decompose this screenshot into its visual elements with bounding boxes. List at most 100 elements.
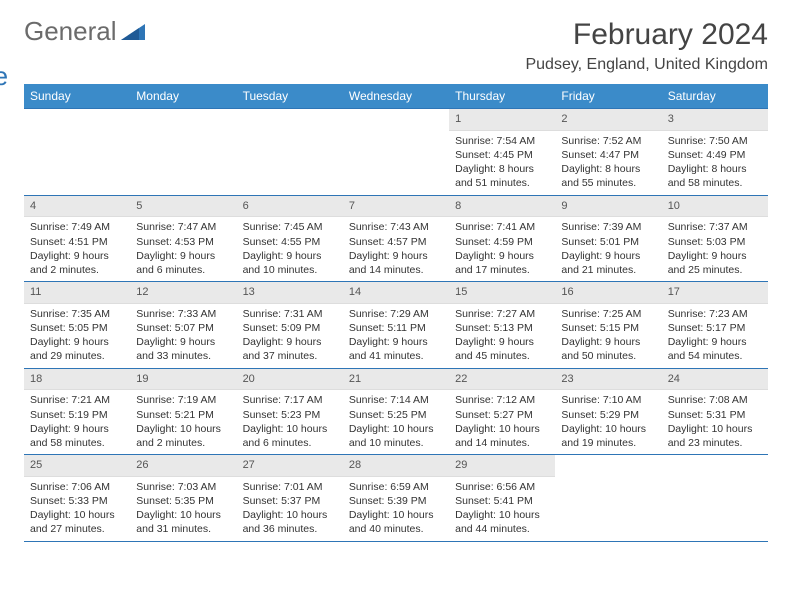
weekday-header: Saturday [662, 84, 768, 109]
day-details: Sunrise: 7:52 AMSunset: 4:47 PMDaylight:… [555, 131, 661, 195]
calendar-day-cell: 15Sunrise: 7:27 AMSunset: 5:13 PMDayligh… [449, 282, 555, 369]
calendar-day-cell: 26Sunrise: 7:03 AMSunset: 5:35 PMDayligh… [130, 455, 236, 542]
calendar-day-cell [237, 109, 343, 196]
logo: General Blue [24, 18, 149, 71]
day-number: 22 [449, 369, 555, 391]
calendar-day-cell: 19Sunrise: 7:19 AMSunset: 5:21 PMDayligh… [130, 368, 236, 455]
day-number: 16 [555, 282, 661, 304]
header: General Blue February 2024 Pudsey, Engla… [24, 18, 768, 74]
day-details: Sunrise: 7:17 AMSunset: 5:23 PMDaylight:… [237, 390, 343, 454]
day-number: 12 [130, 282, 236, 304]
day-number: 2 [555, 109, 661, 131]
location-label: Pudsey, England, United Kingdom [525, 56, 768, 74]
day-details: Sunrise: 7:35 AMSunset: 5:05 PMDaylight:… [24, 304, 130, 368]
calendar-day-cell: 10Sunrise: 7:37 AMSunset: 5:03 PMDayligh… [662, 195, 768, 282]
day-details: Sunrise: 7:33 AMSunset: 5:07 PMDaylight:… [130, 304, 236, 368]
calendar-day-cell: 12Sunrise: 7:33 AMSunset: 5:07 PMDayligh… [130, 282, 236, 369]
day-number: 25 [24, 455, 130, 477]
day-number: 9 [555, 196, 661, 218]
day-details: Sunrise: 7:10 AMSunset: 5:29 PMDaylight:… [555, 390, 661, 454]
day-number: 19 [130, 369, 236, 391]
calendar-day-cell: 1Sunrise: 7:54 AMSunset: 4:45 PMDaylight… [449, 109, 555, 196]
day-number: 20 [237, 369, 343, 391]
day-details: Sunrise: 7:27 AMSunset: 5:13 PMDaylight:… [449, 304, 555, 368]
day-number: 24 [662, 369, 768, 391]
day-details: Sunrise: 7:45 AMSunset: 4:55 PMDaylight:… [237, 217, 343, 281]
day-number: 1 [449, 109, 555, 131]
calendar-day-cell: 25Sunrise: 7:06 AMSunset: 5:33 PMDayligh… [24, 455, 130, 542]
calendar-day-cell: 3Sunrise: 7:50 AMSunset: 4:49 PMDaylight… [662, 109, 768, 196]
day-details: Sunrise: 7:39 AMSunset: 5:01 PMDaylight:… [555, 217, 661, 281]
day-details: Sunrise: 7:54 AMSunset: 4:45 PMDaylight:… [449, 131, 555, 195]
day-details: Sunrise: 7:21 AMSunset: 5:19 PMDaylight:… [24, 390, 130, 454]
day-number: 18 [24, 369, 130, 391]
calendar-day-cell [555, 455, 661, 542]
day-number: 17 [662, 282, 768, 304]
day-details: Sunrise: 7:08 AMSunset: 5:31 PMDaylight:… [662, 390, 768, 454]
day-number: 7 [343, 196, 449, 218]
calendar-day-cell: 22Sunrise: 7:12 AMSunset: 5:27 PMDayligh… [449, 368, 555, 455]
day-details: Sunrise: 7:19 AMSunset: 5:21 PMDaylight:… [130, 390, 236, 454]
calendar-week-row: 25Sunrise: 7:06 AMSunset: 5:33 PMDayligh… [24, 455, 768, 542]
calendar-day-cell: 24Sunrise: 7:08 AMSunset: 5:31 PMDayligh… [662, 368, 768, 455]
day-details: Sunrise: 7:06 AMSunset: 5:33 PMDaylight:… [24, 477, 130, 541]
day-details: Sunrise: 7:29 AMSunset: 5:11 PMDaylight:… [343, 304, 449, 368]
day-details: Sunrise: 7:23 AMSunset: 5:17 PMDaylight:… [662, 304, 768, 368]
day-number: 27 [237, 455, 343, 477]
day-details: Sunrise: 7:37 AMSunset: 5:03 PMDaylight:… [662, 217, 768, 281]
calendar-day-cell: 6Sunrise: 7:45 AMSunset: 4:55 PMDaylight… [237, 195, 343, 282]
day-details: Sunrise: 7:01 AMSunset: 5:37 PMDaylight:… [237, 477, 343, 541]
calendar-day-cell: 21Sunrise: 7:14 AMSunset: 5:25 PMDayligh… [343, 368, 449, 455]
day-details: Sunrise: 7:25 AMSunset: 5:15 PMDaylight:… [555, 304, 661, 368]
calendar-week-row: 11Sunrise: 7:35 AMSunset: 5:05 PMDayligh… [24, 282, 768, 369]
calendar-day-cell: 2Sunrise: 7:52 AMSunset: 4:47 PMDaylight… [555, 109, 661, 196]
calendar-table: SundayMondayTuesdayWednesdayThursdayFrid… [24, 84, 768, 542]
day-details: Sunrise: 6:56 AMSunset: 5:41 PMDaylight:… [449, 477, 555, 541]
calendar-day-cell: 29Sunrise: 6:56 AMSunset: 5:41 PMDayligh… [449, 455, 555, 542]
weekday-header: Thursday [449, 84, 555, 109]
day-details: Sunrise: 7:47 AMSunset: 4:53 PMDaylight:… [130, 217, 236, 281]
day-number: 26 [130, 455, 236, 477]
day-details: Sunrise: 7:50 AMSunset: 4:49 PMDaylight:… [662, 131, 768, 195]
calendar-day-cell: 13Sunrise: 7:31 AMSunset: 5:09 PMDayligh… [237, 282, 343, 369]
weekday-header: Monday [130, 84, 236, 109]
month-title: February 2024 [525, 18, 768, 52]
day-number: 6 [237, 196, 343, 218]
calendar-day-cell: 4Sunrise: 7:49 AMSunset: 4:51 PMDaylight… [24, 195, 130, 282]
calendar-week-row: 18Sunrise: 7:21 AMSunset: 5:19 PMDayligh… [24, 368, 768, 455]
day-number: 23 [555, 369, 661, 391]
calendar-day-cell: 5Sunrise: 7:47 AMSunset: 4:53 PMDaylight… [130, 195, 236, 282]
calendar-day-cell: 16Sunrise: 7:25 AMSunset: 5:15 PMDayligh… [555, 282, 661, 369]
day-details: Sunrise: 6:59 AMSunset: 5:39 PMDaylight:… [343, 477, 449, 541]
day-details: Sunrise: 7:31 AMSunset: 5:09 PMDaylight:… [237, 304, 343, 368]
calendar-day-cell: 9Sunrise: 7:39 AMSunset: 5:01 PMDaylight… [555, 195, 661, 282]
calendar-head: SundayMondayTuesdayWednesdayThursdayFrid… [24, 84, 768, 109]
day-number: 11 [24, 282, 130, 304]
day-details: Sunrise: 7:49 AMSunset: 4:51 PMDaylight:… [24, 217, 130, 281]
day-number: 14 [343, 282, 449, 304]
day-details: Sunrise: 7:43 AMSunset: 4:57 PMDaylight:… [343, 217, 449, 281]
day-details: Sunrise: 7:03 AMSunset: 5:35 PMDaylight:… [130, 477, 236, 541]
calendar-week-row: 1Sunrise: 7:54 AMSunset: 4:45 PMDaylight… [24, 109, 768, 196]
day-number: 28 [343, 455, 449, 477]
day-number: 15 [449, 282, 555, 304]
logo-text-general: General [24, 16, 117, 46]
calendar-day-cell: 28Sunrise: 6:59 AMSunset: 5:39 PMDayligh… [343, 455, 449, 542]
calendar-day-cell: 11Sunrise: 7:35 AMSunset: 5:05 PMDayligh… [24, 282, 130, 369]
day-number: 4 [24, 196, 130, 218]
day-number: 21 [343, 369, 449, 391]
calendar-day-cell: 7Sunrise: 7:43 AMSunset: 4:57 PMDaylight… [343, 195, 449, 282]
calendar-day-cell [24, 109, 130, 196]
weekday-header: Friday [555, 84, 661, 109]
logo-text-blue: Blue [0, 63, 81, 89]
calendar-week-row: 4Sunrise: 7:49 AMSunset: 4:51 PMDaylight… [24, 195, 768, 282]
calendar-day-cell [130, 109, 236, 196]
calendar-day-cell: 18Sunrise: 7:21 AMSunset: 5:19 PMDayligh… [24, 368, 130, 455]
calendar-day-cell: 23Sunrise: 7:10 AMSunset: 5:29 PMDayligh… [555, 368, 661, 455]
day-number: 3 [662, 109, 768, 131]
calendar-day-cell: 27Sunrise: 7:01 AMSunset: 5:37 PMDayligh… [237, 455, 343, 542]
calendar-day-cell: 14Sunrise: 7:29 AMSunset: 5:11 PMDayligh… [343, 282, 449, 369]
calendar-day-cell: 17Sunrise: 7:23 AMSunset: 5:17 PMDayligh… [662, 282, 768, 369]
weekday-header: Wednesday [343, 84, 449, 109]
logo-triangle-icon [121, 22, 149, 47]
